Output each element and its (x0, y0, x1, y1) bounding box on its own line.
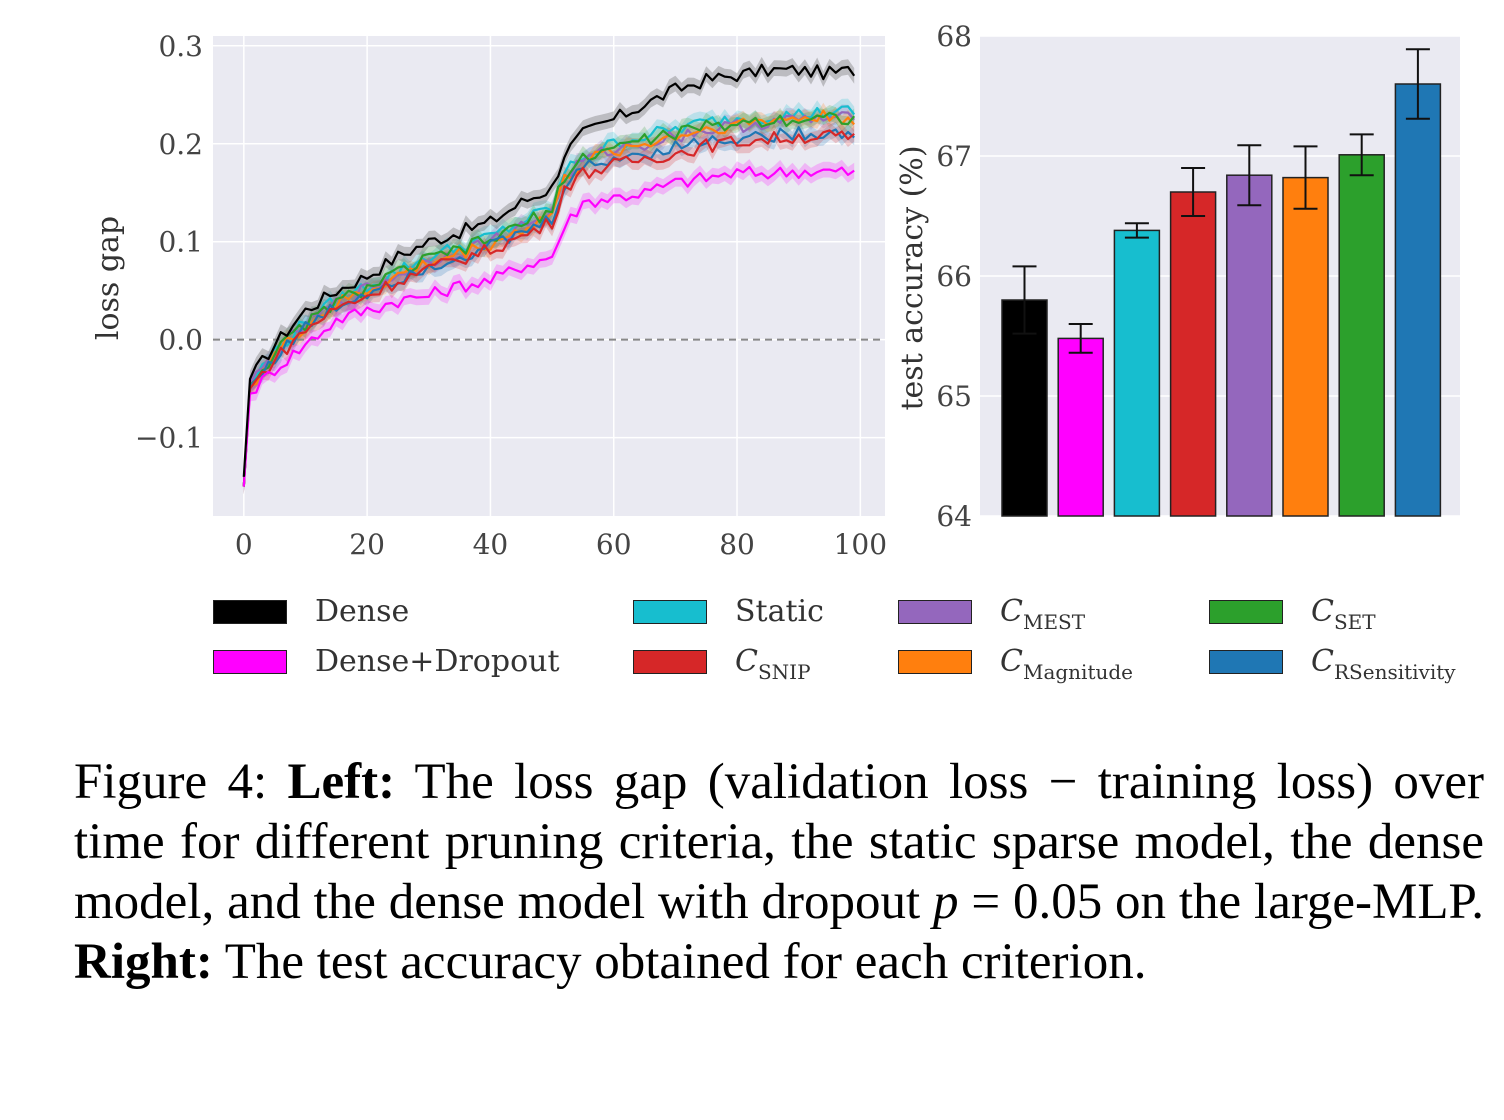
accuracy-chart: 64 65 66 67 68 test accuracy (%) (895, 20, 1460, 533)
accuracy-bars (1001, 48, 1442, 517)
y-tick-label: 65 (936, 380, 972, 413)
accuracy-bar (1282, 176, 1329, 517)
accuracy-bar (1057, 337, 1104, 517)
series-line (242, 129, 855, 487)
criterion-symbol: C (1000, 594, 1023, 629)
legend-label: Static (735, 594, 824, 629)
y-tick-label: 67 (936, 140, 972, 173)
x-tick-label: 80 (719, 528, 755, 561)
y-tick-label: 0.2 (158, 128, 203, 161)
y-tick-label: −0.1 (135, 422, 203, 455)
series-line (242, 109, 856, 487)
left-label: Left: (287, 754, 396, 810)
x-tick-label: 40 (473, 528, 509, 561)
accuracy-ticks: 64 65 66 67 68 (936, 20, 972, 533)
left-description: The loss gap (validation loss − training… (74, 754, 1485, 930)
p-symbol: p (933, 874, 959, 930)
criterion-symbol: C (1311, 644, 1334, 679)
legend-swatch (898, 600, 972, 624)
legend-label: CSET (1311, 594, 1376, 634)
criterion-subscript: SET (1333, 610, 1376, 634)
series-line (242, 165, 855, 487)
loss-gap-ticks: 0 20 40 60 80 100 −0.1 0.0 0.1 0.2 0.3 (135, 30, 887, 561)
criterion-subscript: SNIP (757, 660, 811, 684)
criterion-subscript: RSensitivity (1333, 660, 1456, 684)
criterion-symbol: C (1311, 594, 1334, 629)
legend-label: CRSensitivity (1311, 644, 1456, 684)
loss-gap-y-label: loss gap (91, 216, 126, 340)
figure-caption: Figure 4: Left: The loss gap (validation… (74, 752, 1484, 992)
legend-label: CMEST (1000, 594, 1085, 634)
legend-label: Dense+Dropout (315, 644, 560, 679)
p-value: = 0.05 (971, 874, 1103, 930)
legend-swatch (898, 650, 972, 674)
legend-swatch (633, 600, 707, 624)
right-description: The test accuracy obtained for each crit… (224, 934, 1147, 990)
legend-label: Dense (315, 594, 410, 629)
accuracy-bar (1169, 191, 1217, 517)
accuracy-bar (1113, 229, 1161, 517)
right-label: Right: (74, 934, 213, 990)
criterion-symbol: C (735, 644, 758, 679)
series-line (242, 111, 856, 487)
accuracy-bar (1226, 174, 1273, 517)
legend-label: CSNIP (735, 644, 811, 684)
y-tick-label: 0.3 (158, 30, 203, 63)
legend-swatch (1209, 600, 1283, 624)
figure: 0 20 40 60 80 100 −0.1 0.0 0.1 0.2 0.3 loss gap 64… (91, 20, 1460, 561)
x-tick-label: 0 (235, 528, 253, 561)
legend-swatch (213, 600, 287, 624)
x-tick-label: 20 (349, 528, 385, 561)
loss-gap-lines (242, 63, 856, 487)
figure-label: Figure 4: (74, 754, 268, 810)
y-tick-label: 0.1 (158, 226, 203, 259)
y-tick-label: 68 (936, 20, 972, 53)
accuracy-bar (1338, 154, 1385, 517)
accuracy-y-label: test accuracy (%) (895, 145, 930, 410)
criterion-subscript: MEST (1022, 610, 1086, 634)
y-tick-label: 64 (936, 500, 972, 533)
y-tick-label: 66 (936, 260, 972, 293)
series-line (242, 63, 856, 477)
accuracy-bar (1394, 83, 1442, 517)
x-tick-label: 100 (834, 528, 887, 561)
legend-swatch (213, 650, 287, 674)
loss-gap-chart: 0 20 40 60 80 100 −0.1 0.0 0.1 0.2 0.3 loss gap (91, 30, 887, 561)
y-tick-label: 0.0 (158, 324, 203, 357)
confidence-band (243, 56, 855, 485)
legend-swatch (633, 650, 707, 674)
left-description-end: on the large-MLP. (1115, 874, 1484, 930)
loss-gap-plot-area (213, 36, 885, 516)
legend: Dense Dense+Dropout Static CSNIP CMEST C… (0, 590, 1504, 700)
criterion-subscript: Magnitude (1022, 660, 1134, 684)
legend-swatch (1209, 650, 1283, 674)
legend-label: CMagnitude (1000, 644, 1133, 684)
criterion-symbol: C (1000, 644, 1023, 679)
x-tick-label: 60 (596, 528, 632, 561)
